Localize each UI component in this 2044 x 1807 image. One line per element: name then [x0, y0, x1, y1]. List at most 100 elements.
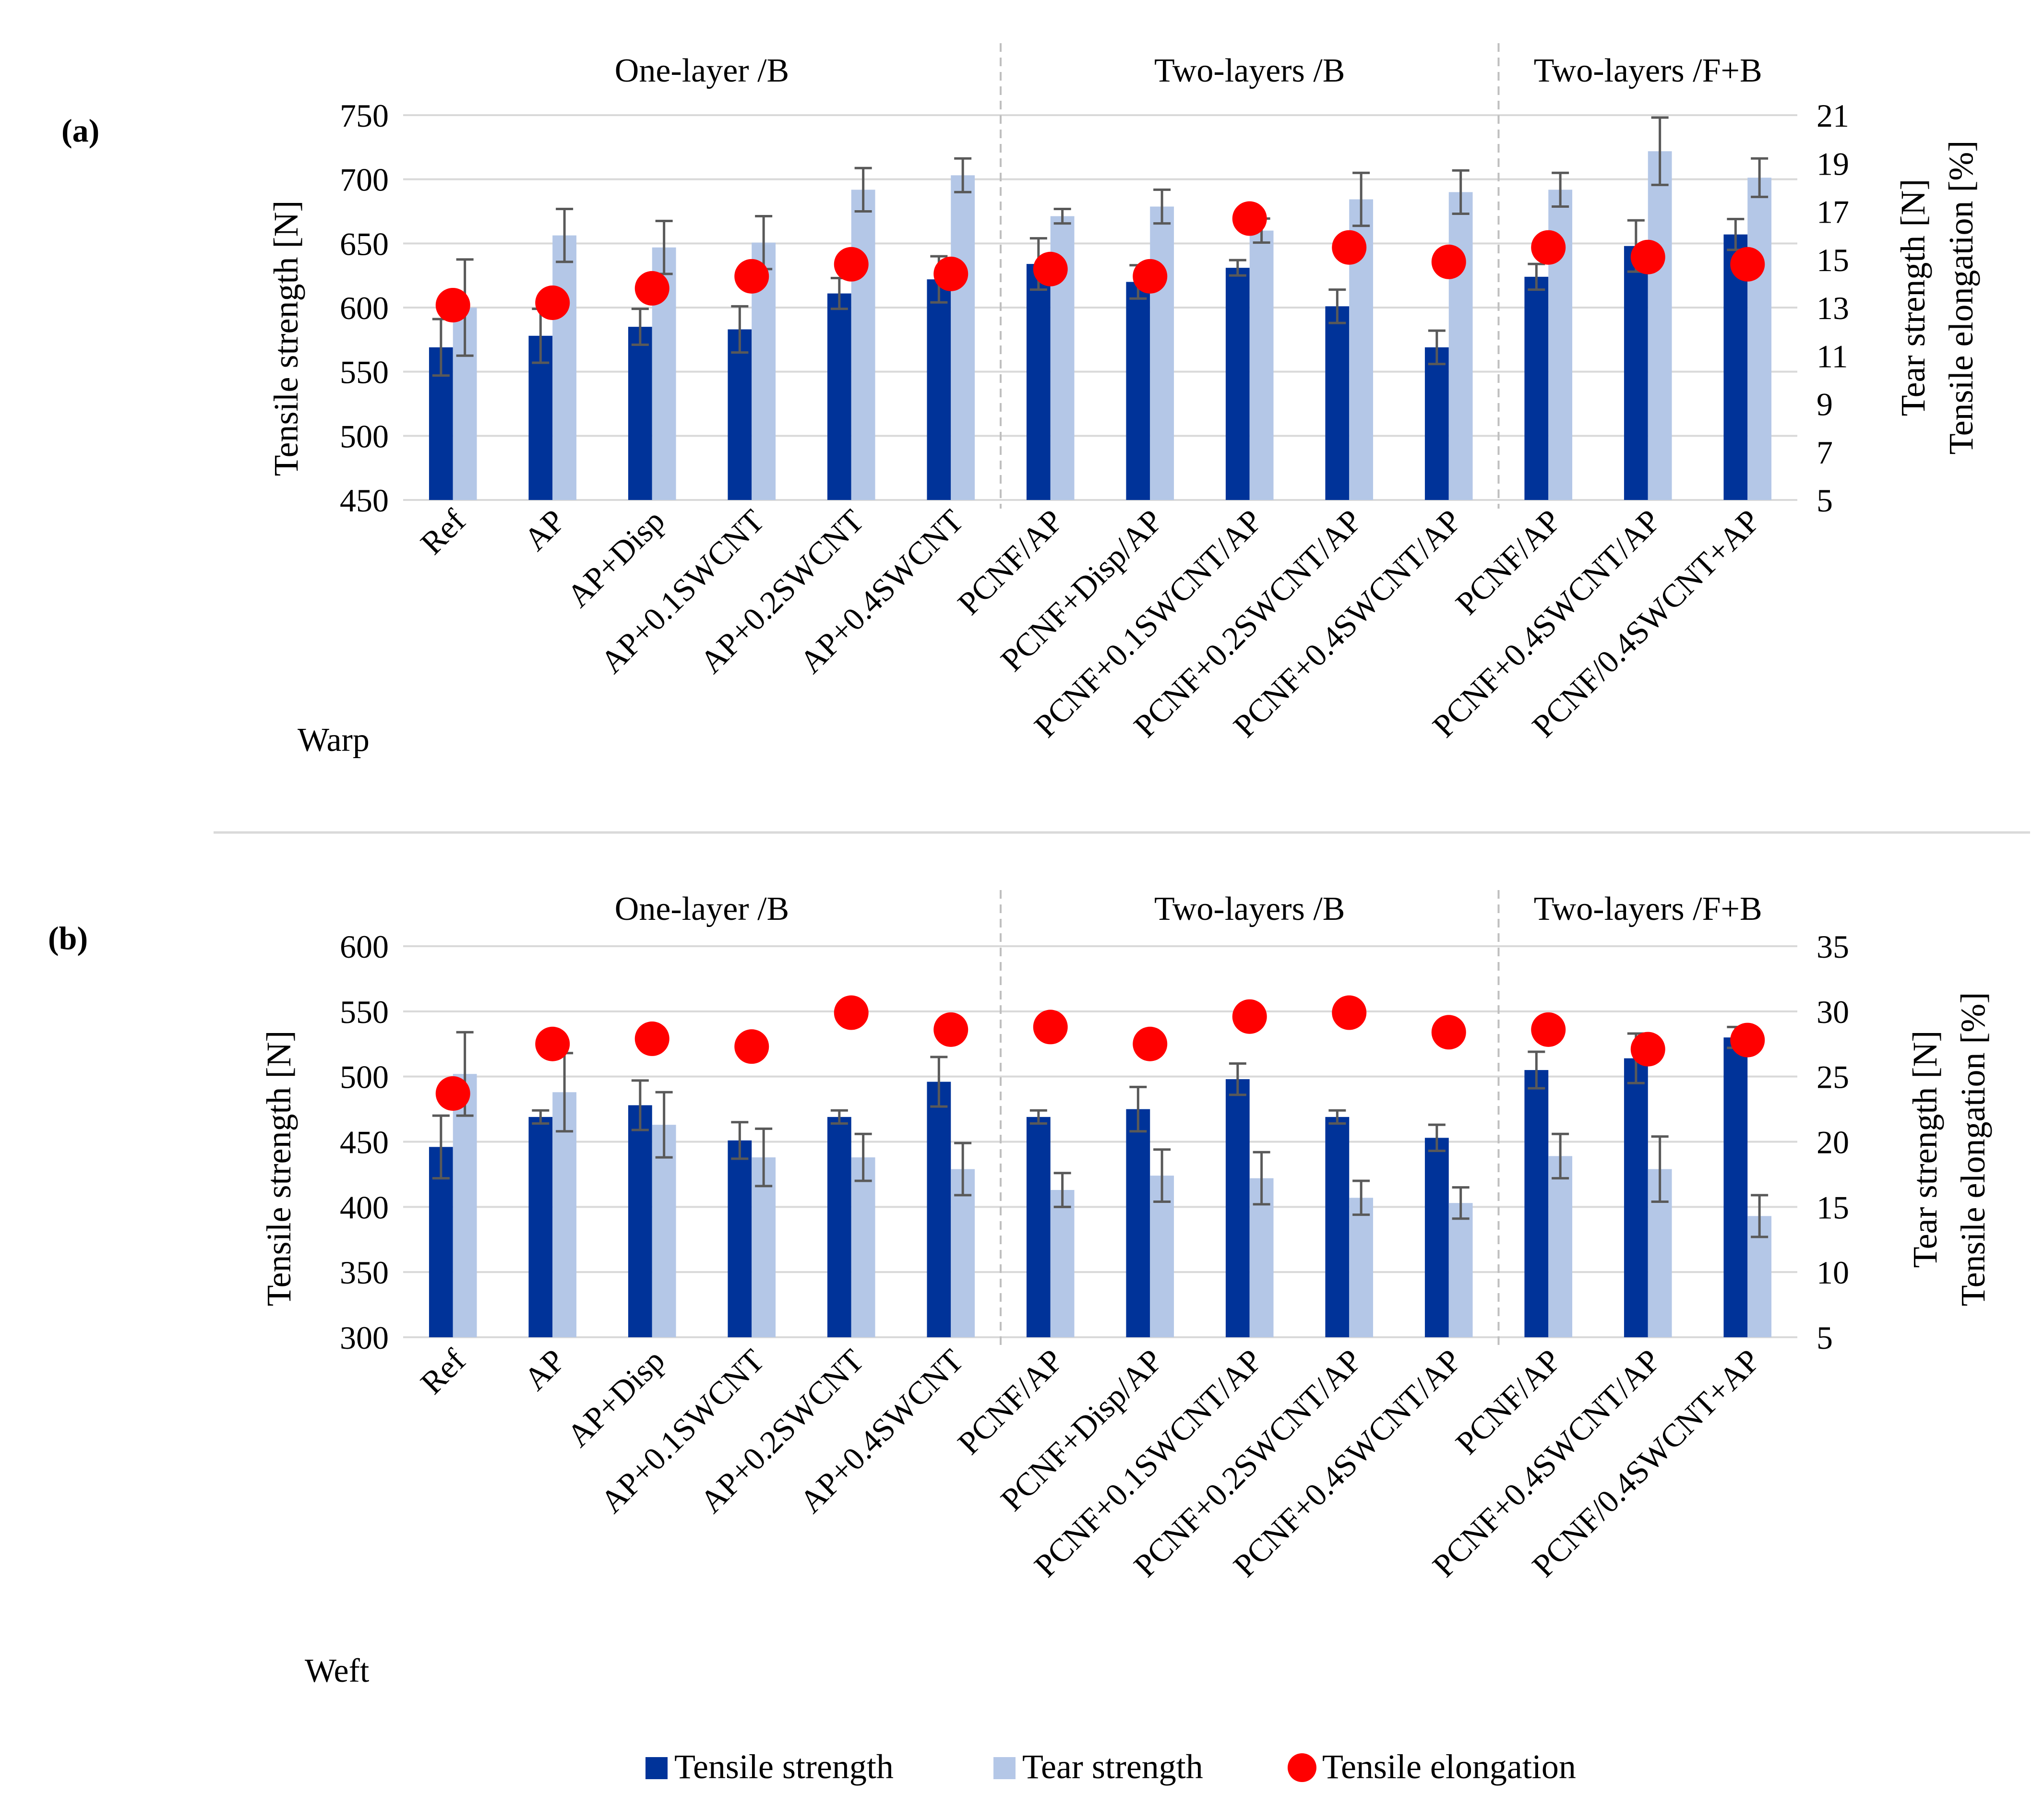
- panel-b-errorbars: [432, 1025, 1769, 1238]
- bar-tensile-strength: [927, 279, 951, 500]
- point-tensile-elongation: [1133, 1026, 1168, 1061]
- legend-label-elongation: Tensile elongation: [1322, 1748, 1576, 1786]
- point-tensile-elongation: [1730, 247, 1765, 282]
- bar-tensile-strength: [1026, 264, 1051, 500]
- bar-tear-strength: [1747, 178, 1772, 500]
- bar-tensile-strength: [728, 1140, 752, 1337]
- bar-tear-strength: [652, 1125, 676, 1337]
- bar-tear-strength: [951, 1169, 975, 1337]
- bar-tensile-strength: [1723, 1037, 1748, 1337]
- point-tensile-elongation: [1730, 1022, 1765, 1058]
- left-axis-title: Tensile strength [N]: [267, 201, 305, 476]
- bar-tear-strength: [951, 175, 975, 500]
- panel-b: (b) One-layer /B Two-layers /B Two-layer…: [48, 890, 1992, 1689]
- bar-tear-strength: [1050, 1190, 1075, 1337]
- panel-a-separators: [1000, 43, 1500, 509]
- bar-tear-strength: [1448, 192, 1473, 500]
- panel-b-separators: [1000, 890, 1500, 1346]
- point-tensile-elongation: [435, 287, 470, 322]
- legend-swatch-tensile: [645, 1757, 668, 1779]
- y-left-tick-label: 550: [340, 354, 389, 391]
- point-tensile-elongation: [1630, 1032, 1665, 1067]
- bar-tensile-strength: [1126, 282, 1150, 500]
- legend-swatch-elongation: [1288, 1753, 1316, 1782]
- y-right-tick-label: 25: [1817, 1059, 1849, 1095]
- bar-tear-strength: [1648, 151, 1672, 500]
- point-tensile-elongation: [1431, 244, 1466, 279]
- point-tensile-elongation: [834, 995, 869, 1030]
- bar-tensile-strength: [628, 1105, 652, 1337]
- bar-tear-strength: [752, 1157, 776, 1337]
- point-tensile-elongation: [634, 271, 669, 306]
- y-left-tick-label: 700: [340, 162, 389, 198]
- bar-tear-strength: [552, 235, 577, 500]
- point-tensile-elongation: [734, 259, 769, 294]
- y-left-tick-label: 500: [340, 1059, 389, 1095]
- y-left-tick-label: 300: [340, 1320, 389, 1356]
- bar-tear-strength: [552, 1092, 577, 1337]
- bar-tensile-strength: [1126, 1109, 1150, 1337]
- legend-label-tensile: Tensile strength: [674, 1748, 894, 1786]
- point-tensile-elongation: [933, 1012, 968, 1047]
- y-right-tick-label: 5: [1817, 1320, 1833, 1356]
- y-left-tick-label: 350: [340, 1254, 389, 1291]
- panel-a-bars: [429, 151, 1772, 500]
- panel-b-categories: Ref APAP+DispAP+0.1SWCNTAP+0.2SWCNTAP+0.4…: [413, 1342, 1767, 1584]
- bar-tensile-strength: [827, 293, 851, 500]
- legend: Tensile strength Tear strength Tensile e…: [645, 1748, 1576, 1786]
- panel-a: (a) One-layer /B Two-layers /B Two-layer…: [61, 43, 1980, 759]
- panel-b-left-ticks: 300 350 400 450 500 550 600: [340, 928, 389, 1356]
- point-tensile-elongation: [1332, 995, 1367, 1030]
- bar-tear-strength: [1448, 1203, 1473, 1337]
- point-tensile-elongation: [1332, 230, 1367, 265]
- group-label: One-layer /B: [615, 52, 789, 89]
- panel-a-left-ticks: 450 500 550 600 650 700 750: [340, 97, 389, 519]
- bar-tensile-strength: [827, 1117, 851, 1337]
- y-right-tick-label: 10: [1817, 1254, 1849, 1291]
- panel-b-bars: [429, 1037, 1772, 1337]
- y-left-tick-label: 600: [340, 290, 389, 326]
- y-right-tick-label: 7: [1817, 434, 1833, 471]
- panel-b-points: [435, 995, 1765, 1111]
- point-tensile-elongation: [634, 1021, 669, 1056]
- y-right-tick-label: 20: [1817, 1124, 1849, 1161]
- point-tensile-elongation: [1033, 251, 1068, 286]
- panel-a-label: (a): [61, 112, 99, 149]
- y-right-tick-label: 17: [1817, 194, 1849, 230]
- y-right-tick-label: 15: [1817, 1189, 1849, 1225]
- point-tensile-elongation: [933, 256, 968, 291]
- bar-tear-strength: [851, 190, 875, 500]
- point-tensile-elongation: [1033, 1010, 1068, 1045]
- panel-a-right-ticks: 5 7 9 11 13 15 17 19 21: [1817, 97, 1849, 519]
- group-label: Two-layers /F+B: [1534, 891, 1762, 927]
- y-left-tick-label: 550: [340, 994, 389, 1030]
- y-left-tick-label: 750: [340, 97, 389, 134]
- bar-tensile-strength: [1624, 1058, 1648, 1337]
- bar-tensile-strength: [1524, 1070, 1549, 1337]
- point-tensile-elongation: [1232, 999, 1267, 1034]
- panel-a-errorbars: [432, 116, 1769, 377]
- legend-label-tear: Tear strength: [1022, 1748, 1203, 1786]
- y-left-tick-label: 600: [340, 928, 389, 965]
- point-tensile-elongation: [535, 285, 570, 320]
- category-label: AP: [517, 502, 572, 558]
- y-right-tick-label: 35: [1817, 928, 1849, 965]
- point-tensile-elongation: [1431, 1015, 1466, 1050]
- direction-label-warp: Warp: [298, 722, 370, 759]
- y-right-tick-label: 19: [1817, 145, 1849, 182]
- point-tensile-elongation: [734, 1029, 769, 1064]
- y-right-tick-label: 5: [1817, 482, 1833, 519]
- bar-tensile-strength: [1225, 268, 1250, 500]
- bar-tensile-strength: [1325, 1117, 1350, 1337]
- category-label: Ref: [413, 1342, 472, 1401]
- point-tensile-elongation: [1630, 239, 1665, 274]
- bar-tensile-strength: [728, 329, 752, 500]
- y-right-tick-label: 9: [1817, 386, 1833, 423]
- point-tensile-elongation: [1133, 259, 1168, 294]
- group-label: Two-layers /B: [1154, 52, 1345, 89]
- right-axis-title-elongation: Tensile elongation [%]: [1954, 992, 1992, 1307]
- y-right-tick-label: 21: [1817, 97, 1849, 134]
- bar-tensile-strength: [1424, 1138, 1449, 1337]
- panel-a-points: [435, 201, 1765, 322]
